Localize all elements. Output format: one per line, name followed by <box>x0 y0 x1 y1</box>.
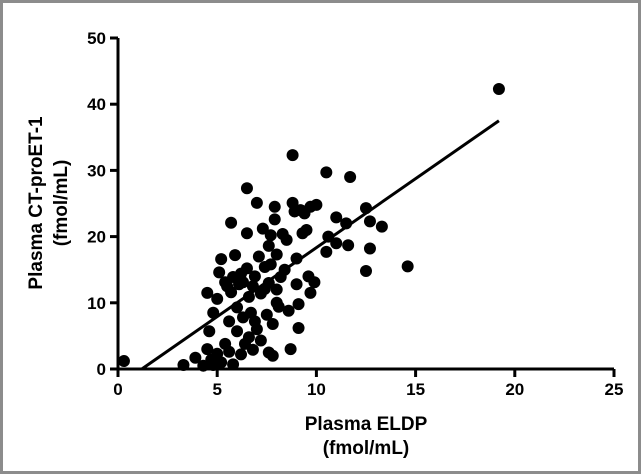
data-point <box>300 223 313 236</box>
data-point <box>342 239 355 252</box>
data-point <box>270 248 283 261</box>
data-point <box>363 215 376 228</box>
data-point <box>215 356 228 369</box>
data-point <box>286 149 299 162</box>
data-point <box>211 292 224 305</box>
data-point <box>264 258 277 271</box>
x-tick-label: 20 <box>505 380 524 399</box>
y-tick-label: 20 <box>87 228 106 247</box>
y-tick-label: 40 <box>87 95 106 114</box>
y-axis-ticks: 0 10 20 30 40 50 <box>87 29 118 379</box>
regression-line <box>140 119 500 371</box>
data-point <box>235 348 248 361</box>
y-tick-label: 30 <box>87 161 106 180</box>
y-axis-title-line2: (fmol/mL) <box>51 160 72 247</box>
data-point <box>268 213 281 226</box>
data-point <box>240 262 253 275</box>
data-point <box>363 242 376 255</box>
data-point <box>236 276 249 289</box>
data-point <box>229 249 242 262</box>
data-point <box>270 283 283 296</box>
data-point <box>223 345 236 358</box>
data-point <box>268 200 281 213</box>
data-point <box>262 239 275 252</box>
data-point <box>201 343 214 356</box>
data-point <box>375 220 388 233</box>
data-point <box>223 315 236 328</box>
data-point <box>246 280 259 293</box>
data-point <box>304 286 317 299</box>
data-point <box>330 237 343 250</box>
data-point <box>292 321 305 334</box>
data-point <box>262 276 275 289</box>
data-point <box>320 245 333 258</box>
data-point <box>248 270 261 283</box>
data-point <box>225 216 238 229</box>
data-point <box>344 171 357 184</box>
data-point <box>225 286 238 299</box>
data-point <box>308 276 321 289</box>
data-point <box>290 252 303 265</box>
y-axis-title-line1: Plasma CT-proET-1 <box>26 116 47 290</box>
data-point <box>266 349 279 362</box>
y-tick-label: 50 <box>87 29 106 48</box>
x-axis-ticks: 0 5 10 15 20 25 <box>113 369 623 399</box>
y-tick-label: 10 <box>87 294 106 313</box>
data-point <box>360 202 372 215</box>
data-point <box>213 266 226 279</box>
y-tick-label: 0 <box>97 360 106 379</box>
data-point <box>292 298 305 311</box>
data-point <box>270 296 283 309</box>
data-point <box>290 278 303 291</box>
x-tick-label: 0 <box>113 380 122 399</box>
data-point <box>240 182 253 195</box>
data-point <box>492 82 505 95</box>
data-point <box>189 351 202 364</box>
data-point <box>215 253 228 266</box>
data-point <box>117 355 130 368</box>
x-tick-label: 15 <box>406 380 425 399</box>
x-tick-label: 5 <box>212 380 221 399</box>
data-point <box>203 325 216 338</box>
data-point <box>310 198 323 211</box>
data-point <box>264 229 277 242</box>
data-point <box>278 263 291 276</box>
data-point <box>207 306 220 319</box>
data-point <box>340 217 353 230</box>
data-point <box>231 325 244 338</box>
data-point <box>242 290 255 303</box>
data-point <box>254 334 267 347</box>
data-point <box>256 222 269 235</box>
regression-line-segment <box>140 119 500 371</box>
x-axis-title-line1: Plasma ELDP <box>305 414 428 435</box>
data-point <box>284 343 297 356</box>
data-point <box>201 286 214 299</box>
x-tick-label: 10 <box>307 380 326 399</box>
data-point <box>320 166 333 179</box>
data-point <box>280 233 293 246</box>
data-point <box>401 260 414 273</box>
data-point <box>250 196 263 209</box>
data-point <box>322 230 335 243</box>
data-point <box>266 317 279 330</box>
data-point <box>231 301 244 314</box>
data-points <box>117 82 505 372</box>
data-point <box>360 265 372 278</box>
x-tick-label: 25 <box>605 380 624 399</box>
data-point <box>252 250 265 263</box>
data-point <box>282 304 295 317</box>
data-point <box>246 343 259 356</box>
data-point <box>240 227 253 240</box>
data-point <box>248 315 261 328</box>
data-point <box>227 358 240 371</box>
data-point <box>242 331 255 344</box>
data-point <box>330 211 343 224</box>
x-axis-title-line2: (fmol/mL) <box>323 438 410 459</box>
data-point <box>260 308 273 321</box>
